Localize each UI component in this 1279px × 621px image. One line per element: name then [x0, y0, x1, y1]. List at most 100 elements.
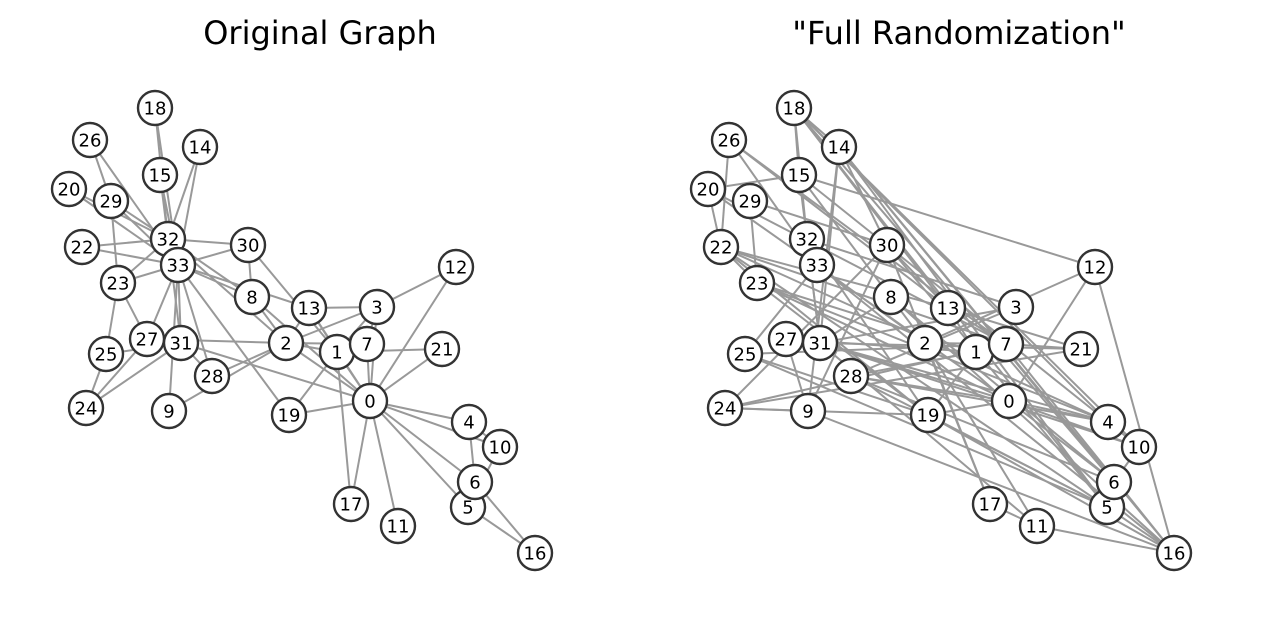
graph-original: 0123456789101112131415161718192021222324…: [50, 89, 554, 572]
randomized-edge-23-0: [756, 282, 1010, 402]
original-node-29: 29: [92, 182, 130, 220]
original-node-label: 27: [136, 330, 159, 351]
randomized-edge-29-30: [749, 200, 888, 246]
randomized-node-circle: [1155, 534, 1193, 572]
original-node-label: 26: [79, 131, 102, 152]
randomized-node-33: 33: [798, 246, 836, 284]
original-node-circle: [63, 228, 101, 266]
randomized-edge-28-6: [850, 375, 1115, 483]
original-node-label: 14: [189, 138, 212, 159]
randomized-edge-2-11: [924, 342, 1038, 527]
randomized-node-circle: [997, 288, 1035, 326]
original-node-18: 18: [136, 89, 174, 127]
randomized-node-label: 7: [1000, 335, 1011, 356]
randomized-edges: [707, 107, 1175, 554]
randomized-node-label: 20: [697, 180, 720, 201]
randomized-node-9: 9: [789, 392, 827, 430]
original-edge-1-30: [247, 244, 338, 353]
original-node-circle: [233, 278, 271, 316]
randomized-node-23: 23: [738, 264, 776, 302]
original-edge-0-11: [369, 400, 399, 527]
randomized-edge-11-16: [1036, 525, 1175, 554]
randomized-node-13: 13: [929, 289, 967, 327]
randomized-node-circle: [1089, 403, 1127, 441]
randomized-node-circle: [872, 278, 910, 316]
randomized-node-circle: [832, 357, 870, 395]
randomized-node-label: 3: [1010, 298, 1021, 319]
original-node-circle: [67, 389, 105, 427]
original-node-label: 2: [280, 334, 291, 355]
randomized-node-label: 12: [1084, 258, 1107, 279]
original-node-21: 21: [423, 330, 461, 368]
randomized-node-label: 10: [1128, 438, 1151, 459]
original-edge-0-12: [369, 266, 457, 402]
randomized-node-circle: [1076, 248, 1114, 286]
randomized-node-29: 29: [731, 182, 769, 220]
randomized-node-27: 27: [767, 320, 805, 358]
randomized-node-16: 16: [1155, 534, 1193, 572]
original-node-25: 25: [87, 335, 125, 373]
randomized-edge-31-4: [819, 342, 1109, 423]
original-node-circle: [150, 392, 188, 430]
original-edge-19-33: [177, 264, 290, 416]
original-node-label: 7: [361, 335, 372, 356]
original-node-circle: [136, 89, 174, 127]
original-node-circle: [99, 264, 137, 302]
randomized-edge-33-25: [744, 264, 818, 355]
original-node-label: 32: [157, 230, 180, 251]
randomized-node-3: 3: [997, 288, 1035, 326]
original-node-circle: [92, 182, 130, 220]
randomized-node-label: 5: [1101, 498, 1112, 519]
randomized-node-30: 30: [868, 226, 906, 264]
original-node-label: 22: [71, 238, 94, 259]
original-node-label: 31: [170, 334, 193, 355]
original-node-circle: [423, 330, 461, 368]
original-edge-0-6: [369, 400, 476, 483]
randomized-node-28: 28: [832, 357, 870, 395]
panel-full-randomization: "Full Randomization" 0 1 2 3 4 5 6 7 8 9 10 11 12 13 1…: [639, 0, 1279, 621]
randomized-edge-24-19: [724, 407, 929, 416]
randomized-node-circle: [929, 289, 967, 327]
original-node-26: 26: [71, 121, 109, 159]
randomized-node-circle: [971, 485, 1009, 523]
original-node-label: 3: [371, 298, 382, 319]
original-node-6: 6: [456, 463, 494, 501]
original-node-label: 16: [524, 544, 547, 565]
randomized-node-circle: [820, 128, 858, 166]
original-node-11: 11: [379, 507, 417, 545]
randomized-edge-12-16: [1094, 266, 1175, 554]
original-node-31: 31: [162, 324, 200, 362]
randomized-node-circle: [798, 246, 836, 284]
randomized-node-circle: [1120, 428, 1158, 466]
original-node-circle: [87, 335, 125, 373]
original-node-label: 11: [387, 517, 410, 538]
original-edge-0-31: [180, 342, 371, 402]
randomized-node-circle: [990, 382, 1028, 420]
randomized-node-label: 27: [775, 330, 798, 351]
original-node-label: 30: [237, 236, 260, 257]
original-node-2: 2: [267, 324, 305, 362]
randomized-node-label: 31: [809, 334, 832, 355]
randomized-node-label: 29: [739, 192, 762, 213]
randomized-node-label: 19: [917, 406, 940, 427]
randomized-edge-9-16: [807, 410, 1175, 554]
randomized-node-label: 14: [828, 138, 851, 159]
randomized-node-label: 22: [710, 238, 733, 259]
original-node-14: 14: [181, 128, 219, 166]
randomized-node-circle: [868, 226, 906, 264]
original-node-4: 4: [450, 403, 488, 441]
original-node-label: 0: [364, 392, 375, 413]
randomized-node-circle: [909, 396, 947, 434]
original-node-circle: [290, 289, 328, 327]
randomized-node-circle: [1095, 463, 1133, 501]
original-node-3: 3: [358, 288, 396, 326]
original-node-circle: [516, 534, 554, 572]
randomized-node-circle: [775, 89, 813, 127]
randomized-node-circle: [987, 325, 1025, 363]
randomized-node-label: 25: [734, 345, 757, 366]
randomized-node-2: 2: [906, 324, 944, 362]
original-edge-1-17: [336, 351, 352, 505]
original-node-circle: [456, 463, 494, 501]
original-node-10: 10: [481, 428, 519, 466]
randomized-node-label: 0: [1003, 392, 1014, 413]
